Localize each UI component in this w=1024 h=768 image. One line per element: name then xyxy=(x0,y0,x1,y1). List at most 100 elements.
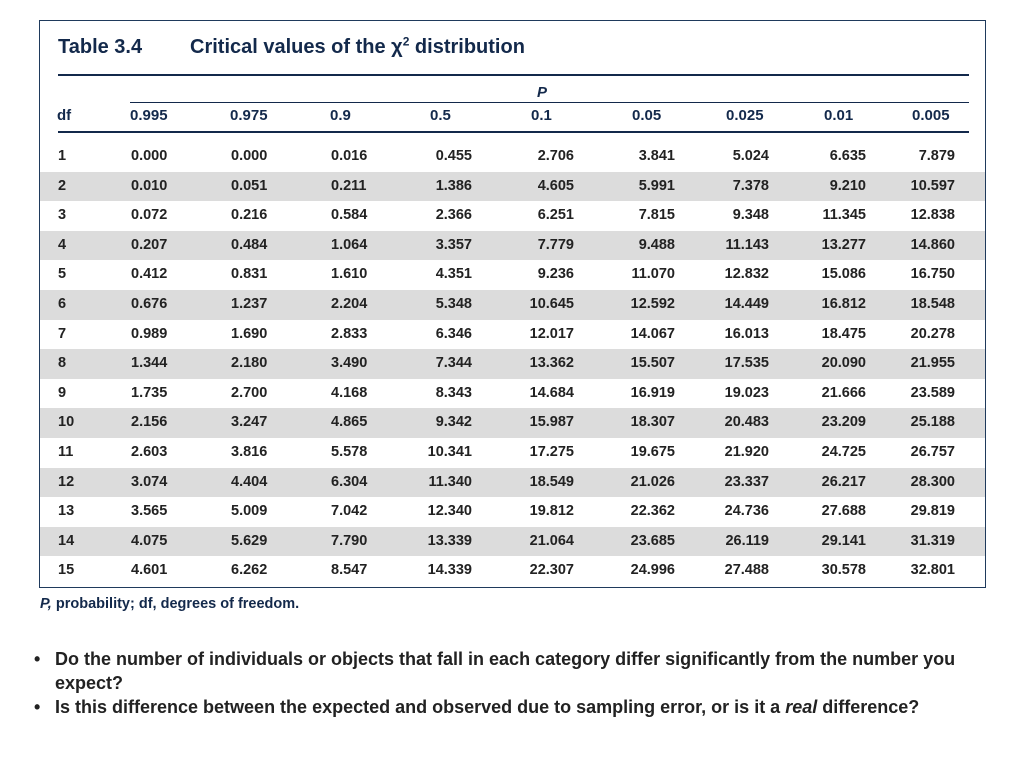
value-cell: 26.217 xyxy=(821,473,866,490)
df-cell: 12 xyxy=(58,473,75,490)
value-cell: 1.237 xyxy=(231,296,268,312)
value-cell: 12.832 xyxy=(724,266,769,283)
top-rule xyxy=(58,74,969,76)
question-text-2-emphasis: real xyxy=(785,697,818,717)
value-cell: 0.989 xyxy=(131,325,168,342)
value-cell: 16.919 xyxy=(630,384,675,401)
value-cell: 2.700 xyxy=(231,384,268,401)
table-row: 9 1.735 2.700 4.168 8.343 14.684 16.919 19.023 2… xyxy=(40,379,985,409)
value-cell: 17.535 xyxy=(724,355,769,372)
value-cell: 7.042 xyxy=(331,503,368,520)
value-cell: 4.404 xyxy=(231,473,268,490)
value-cell: 3.074 xyxy=(131,473,168,490)
table-row: 7 0.989 1.690 2.833 6.346 12.017 14.067 16.013 1… xyxy=(40,320,985,350)
value-cell: 21.955 xyxy=(910,355,955,372)
df-cell: 11 xyxy=(58,444,74,460)
value-cell: 20.483 xyxy=(724,414,769,431)
value-cell: 27.688 xyxy=(821,503,866,520)
df-cell: 1 xyxy=(58,148,67,164)
value-cell: 1.386 xyxy=(435,177,472,194)
table-title: Table 3.4 Critical values of the χ2 distr… xyxy=(58,34,525,60)
value-cell: 9.210 xyxy=(829,177,866,194)
value-cell: 20.278 xyxy=(910,325,955,342)
value-cell: 30.578 xyxy=(821,562,866,579)
value-cell: 3.247 xyxy=(231,414,268,431)
value-cell: 9.348 xyxy=(732,207,769,224)
value-cell: 0.455 xyxy=(435,148,472,164)
value-cell: 9.342 xyxy=(435,414,472,431)
table-row: 15 4.601 6.262 8.547 14.339 22.307 24.996 27.48… xyxy=(40,556,985,586)
value-cell: 26.119 xyxy=(725,532,769,549)
value-cell: 19.675 xyxy=(630,444,675,460)
value-cell: 7.344 xyxy=(435,355,472,372)
value-cell: 5.024 xyxy=(732,148,769,164)
value-cell: 15.987 xyxy=(529,414,574,431)
value-cell: 14.339 xyxy=(427,562,472,579)
value-cell: 23.337 xyxy=(724,473,769,490)
df-cell: 9 xyxy=(58,384,67,401)
table-footnote: P, probability; df, degrees of freedom. xyxy=(40,596,299,612)
value-cell: 0.010 xyxy=(131,177,168,194)
value-cell: 0.072 xyxy=(131,207,168,224)
value-cell: 1.344 xyxy=(131,355,168,372)
value-cell: 23.209 xyxy=(821,414,866,431)
value-cell: 12.017 xyxy=(529,325,574,342)
value-cell: 0.016 xyxy=(331,148,368,164)
value-cell: 26.757 xyxy=(910,444,955,460)
value-cell: 10.645 xyxy=(529,296,574,312)
value-cell: 4.605 xyxy=(537,177,574,194)
value-cell: 31.319 xyxy=(910,532,955,549)
value-cell: 8.343 xyxy=(435,384,472,401)
table-row: 2 0.010 0.051 0.211 1.386 4.605 5.991 7.378 9.21… xyxy=(40,171,985,202)
value-cell: 5.578 xyxy=(331,444,368,460)
table-row: 5 0.412 0.831 1.610 4.351 9.236 11.070 12.832 15… xyxy=(40,260,985,290)
value-cell: 11.070 xyxy=(631,266,675,283)
value-cell: 3.490 xyxy=(331,355,368,372)
value-cell: 12.592 xyxy=(630,296,675,312)
table-row: 14 4.075 5.629 7.790 13.339 21.064 23.685 26.11… xyxy=(40,526,985,557)
df-cell: 2 xyxy=(58,177,67,194)
value-cell: 18.307 xyxy=(630,414,675,431)
value-cell: 3.841 xyxy=(638,148,675,164)
value-cell: 7.779 xyxy=(537,236,574,253)
value-cell: 23.589 xyxy=(910,384,955,401)
table-row: 10 2.156 3.247 4.865 9.342 15.987 18.307 20.483… xyxy=(40,408,985,438)
value-cell: 18.475 xyxy=(821,325,866,342)
value-cell: 15.086 xyxy=(821,266,866,283)
value-cell: 0.412 xyxy=(131,266,168,283)
value-cell: 8.547 xyxy=(331,562,368,579)
question-item-1: • Do the number of individuals or objects… xyxy=(34,647,994,695)
value-cell: 0.216 xyxy=(231,207,268,224)
footnote-text: probability; df, degrees of freedom. xyxy=(51,596,300,612)
p-column-header: 0.1 xyxy=(531,107,552,124)
value-cell: 3.816 xyxy=(231,444,268,460)
value-cell: 4.601 xyxy=(131,562,168,579)
value-cell: 25.188 xyxy=(910,414,955,431)
value-cell: 13.277 xyxy=(821,236,866,253)
value-cell: 16.750 xyxy=(910,266,955,283)
value-cell: 32.801 xyxy=(910,562,955,579)
value-cell: 0.000 xyxy=(231,148,268,164)
df-column-header: df xyxy=(57,107,72,124)
value-cell: 14.860 xyxy=(910,236,955,253)
value-cell: 13.362 xyxy=(529,355,574,372)
question-text-2a: Is this difference between the expected … xyxy=(55,697,786,717)
value-cell: 5.629 xyxy=(231,532,268,549)
value-cell: 23.685 xyxy=(630,532,675,549)
df-cell: 10 xyxy=(58,414,75,431)
value-cell: 21.666 xyxy=(821,384,866,401)
table-row: 12 3.074 4.404 6.304 11.340 18.549 21.026 23.33… xyxy=(40,467,985,498)
value-cell: 27.488 xyxy=(724,562,769,579)
value-cell: 19.812 xyxy=(529,503,574,520)
header-rule xyxy=(58,131,969,133)
value-cell: 6.304 xyxy=(331,473,368,490)
table-row: 8 1.344 2.180 3.490 7.344 13.362 15.507 17.535 2… xyxy=(40,349,985,379)
value-cell: 11.143 xyxy=(725,236,769,253)
df-cell: 14 xyxy=(58,532,75,549)
value-cell: 16.013 xyxy=(724,325,769,342)
value-cell: 14.684 xyxy=(529,384,574,401)
df-cell: 5 xyxy=(58,266,67,283)
df-cell: 8 xyxy=(58,355,67,372)
value-cell: 14.449 xyxy=(724,296,769,312)
value-cell: 20.090 xyxy=(821,355,866,372)
